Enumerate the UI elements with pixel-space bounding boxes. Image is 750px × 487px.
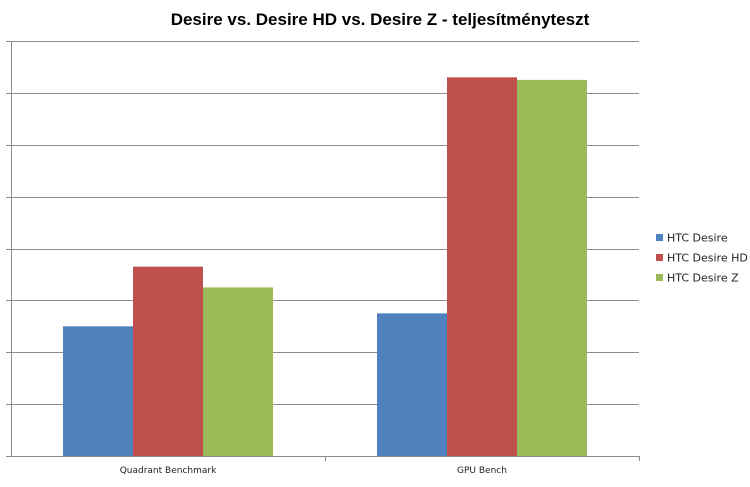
legend-label: HTC Desire HD — [667, 252, 748, 265]
x-tick-labels: Quadrant Benchmark GPU Bench — [120, 466, 507, 476]
bar-htc-desire-0 — [63, 326, 133, 456]
legend-swatch — [656, 274, 663, 281]
x-tick-label: GPU Bench — [457, 466, 507, 476]
legend-label: HTC Desire — [667, 232, 728, 245]
legend-swatch — [656, 254, 663, 261]
axes — [6, 41, 640, 461]
bar-htc-desire-hd-1 — [447, 77, 517, 456]
bar-htc-desire-z-0 — [203, 287, 273, 456]
bar-htc-desire-hd-0 — [133, 266, 203, 456]
bar-htc-desire-1 — [377, 313, 447, 456]
x-tick-label: Quadrant Benchmark — [120, 466, 217, 476]
legend-swatch — [656, 234, 663, 241]
bars — [63, 77, 587, 456]
legend-label: HTC Desire Z — [667, 272, 739, 285]
bar-htc-desire-z-1 — [517, 79, 587, 456]
chart-title: Desire vs. Desire HD vs. Desire Z - telj… — [171, 10, 590, 29]
legend: HTC Desire HTC Desire HD HTC Desire Z — [656, 232, 748, 285]
